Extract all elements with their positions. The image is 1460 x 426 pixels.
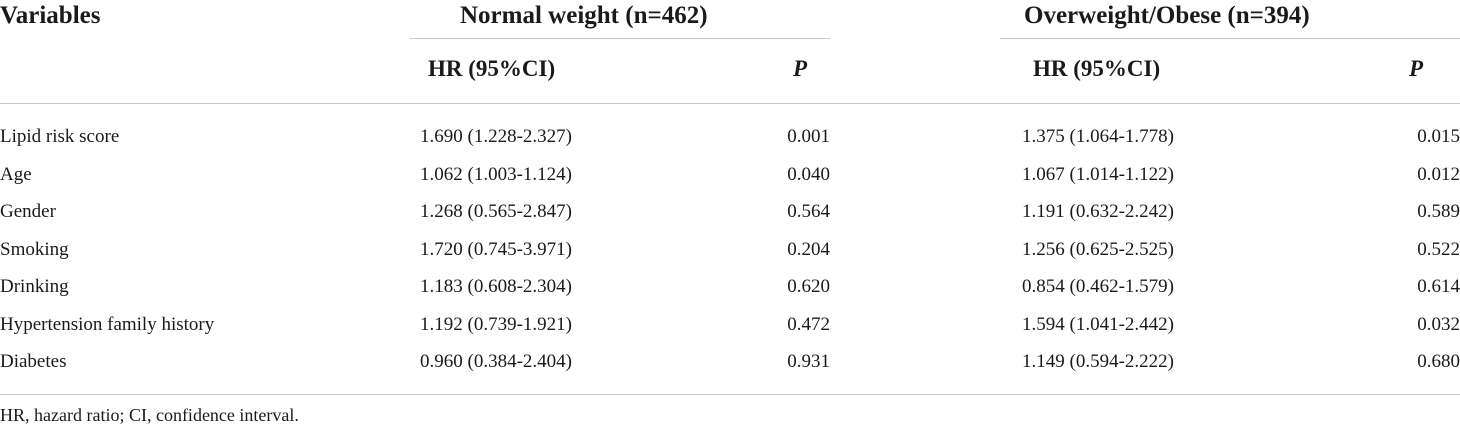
cell-hr-overweight: 1.149 (0.594-2.222) bbox=[1022, 351, 1174, 372]
cell-p-normal: 0.001 bbox=[787, 126, 830, 147]
cell-hr-overweight: 1.594 (1.041-2.442) bbox=[1022, 314, 1174, 335]
subheader-hr-normal: HR (95%CI) bbox=[428, 56, 556, 81]
cell-hr-normal: 1.268 (0.565-2.847) bbox=[420, 201, 572, 222]
cell-p-overweight: 0.522 bbox=[1417, 239, 1460, 260]
header-rule bbox=[0, 103, 1460, 104]
cell-p-overweight: 0.680 bbox=[1417, 351, 1460, 372]
table-footnote: HR, hazard ratio; CI, confidence interva… bbox=[0, 405, 299, 425]
table-bottom-rule bbox=[0, 394, 1460, 395]
cell-p-normal: 0.204 bbox=[787, 239, 830, 260]
cell-p-normal: 0.472 bbox=[787, 314, 830, 335]
cell-p-normal: 0.040 bbox=[787, 164, 830, 185]
cell-p-normal: 0.620 bbox=[787, 276, 830, 297]
subheader-hr-overweight: HR (95%CI) bbox=[1033, 56, 1161, 81]
group-rule-normal bbox=[410, 38, 830, 39]
cell-hr-normal: 0.960 (0.384-2.404) bbox=[420, 351, 572, 372]
group-rule-overweight bbox=[1000, 38, 1460, 39]
cell-variable: Drinking bbox=[0, 276, 69, 297]
cell-hr-overweight: 1.375 (1.064-1.778) bbox=[1022, 126, 1174, 147]
cell-hr-normal: 1.192 (0.739-1.921) bbox=[420, 314, 572, 335]
cell-hr-normal: 1.062 (1.003-1.124) bbox=[420, 164, 572, 185]
cell-variable: Diabetes bbox=[0, 351, 67, 372]
cell-p-overweight: 0.032 bbox=[1417, 314, 1460, 335]
cell-hr-overweight: 0.854 (0.462-1.579) bbox=[1022, 276, 1174, 297]
header-group-overweight: Overweight/Obese (n=394) bbox=[1024, 2, 1310, 29]
cell-variable: Smoking bbox=[0, 239, 69, 260]
cell-variable: Hypertension family history bbox=[0, 314, 215, 335]
cell-hr-normal: 1.183 (0.608-2.304) bbox=[420, 276, 572, 297]
cell-p-normal: 0.931 bbox=[787, 351, 830, 372]
cell-p-overweight: 0.614 bbox=[1417, 276, 1460, 297]
cell-hr-normal: 1.720 (0.745-3.971) bbox=[420, 239, 572, 260]
subheader-p-normal: P bbox=[793, 56, 808, 81]
cell-p-normal: 0.564 bbox=[787, 201, 830, 222]
cell-hr-normal: 1.690 (1.228-2.327) bbox=[420, 126, 572, 147]
cell-variable: Gender bbox=[0, 201, 56, 222]
cell-hr-overweight: 1.067 (1.014-1.122) bbox=[1022, 164, 1174, 185]
cell-hr-overweight: 1.191 (0.632-2.242) bbox=[1022, 201, 1174, 222]
header-group-normal-weight: Normal weight (n=462) bbox=[460, 2, 708, 29]
cell-hr-overweight: 1.256 (0.625-2.525) bbox=[1022, 239, 1174, 260]
cell-p-overweight: 0.589 bbox=[1417, 201, 1460, 222]
cell-p-overweight: 0.015 bbox=[1417, 126, 1460, 147]
cell-p-overweight: 0.012 bbox=[1417, 164, 1460, 185]
cell-variable: Age bbox=[0, 164, 32, 185]
subheader-p-overweight: P bbox=[1409, 56, 1424, 81]
cell-variable: Lipid risk score bbox=[0, 126, 120, 147]
header-variables: Variables bbox=[0, 2, 101, 29]
